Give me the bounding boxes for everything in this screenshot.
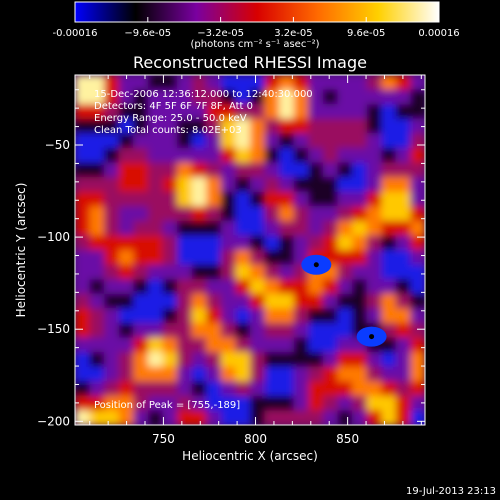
colorbar-tick-label: 0.00016 — [418, 28, 459, 39]
colorbar-tick-label: −9.6e-05 — [124, 28, 171, 39]
colorbar — [74, 1, 440, 23]
y-tick-label: −50 — [45, 138, 70, 152]
x-tick-label: 800 — [244, 432, 267, 446]
annotation-detectors: Detectors: 4F 5F 6F 7F 8F, Att 0 — [94, 101, 253, 112]
source-marker — [313, 262, 319, 268]
x-axis-ticks: 750 800 850 — [89, 75, 422, 446]
source-markers — [301, 254, 387, 347]
heatmap-image — [75, 75, 425, 425]
colorbar-tick-label: 9.6e-05 — [347, 28, 385, 39]
chart-title: Reconstructed RHESSI Image — [133, 53, 367, 72]
y-axis-label: Heliocentric Y (arcsec) — [14, 183, 28, 318]
colorbar-tick-label: -0.00016 — [53, 28, 98, 39]
colorbar-tick-label: −3.2e-05 — [197, 28, 244, 39]
annotation-energy-range: Energy Range: 25.0 - 50.0 keV — [94, 113, 247, 124]
x-axis-label: Heliocentric X (arcsec) — [182, 449, 318, 463]
y-tick-label: −150 — [37, 322, 70, 336]
footer-timestamp: 19-Jul-2013 23:13 — [406, 486, 496, 497]
y-axis-ticks: −50 −100 −150 −200 — [37, 89, 425, 428]
peak-position-label: Position of Peak = [755,-189] — [94, 400, 240, 411]
y-tick-label: −100 — [37, 230, 70, 244]
y-tick-label: −200 — [37, 414, 70, 428]
plot-frame — [74, 74, 426, 426]
colorbar-ticks: -0.00016 −9.6e-05 −3.2e-05 3.2e-05 9.6e-05 0.… — [53, 17, 460, 39]
annotation-clean-counts: Clean Total counts: 8.02E+03 — [94, 125, 242, 136]
x-tick-label: 750 — [152, 432, 175, 446]
x-tick-label: 850 — [336, 432, 359, 446]
annotation-time-range: 15-Dec-2006 12:36:12.000 to 12:40:30.000 — [94, 89, 313, 100]
colorbar-unit-label: (photons cm⁻² s⁻¹ asec⁻²) — [190, 39, 319, 50]
source-marker — [369, 334, 375, 340]
colorbar-tick-label: 3.2e-05 — [274, 28, 312, 39]
